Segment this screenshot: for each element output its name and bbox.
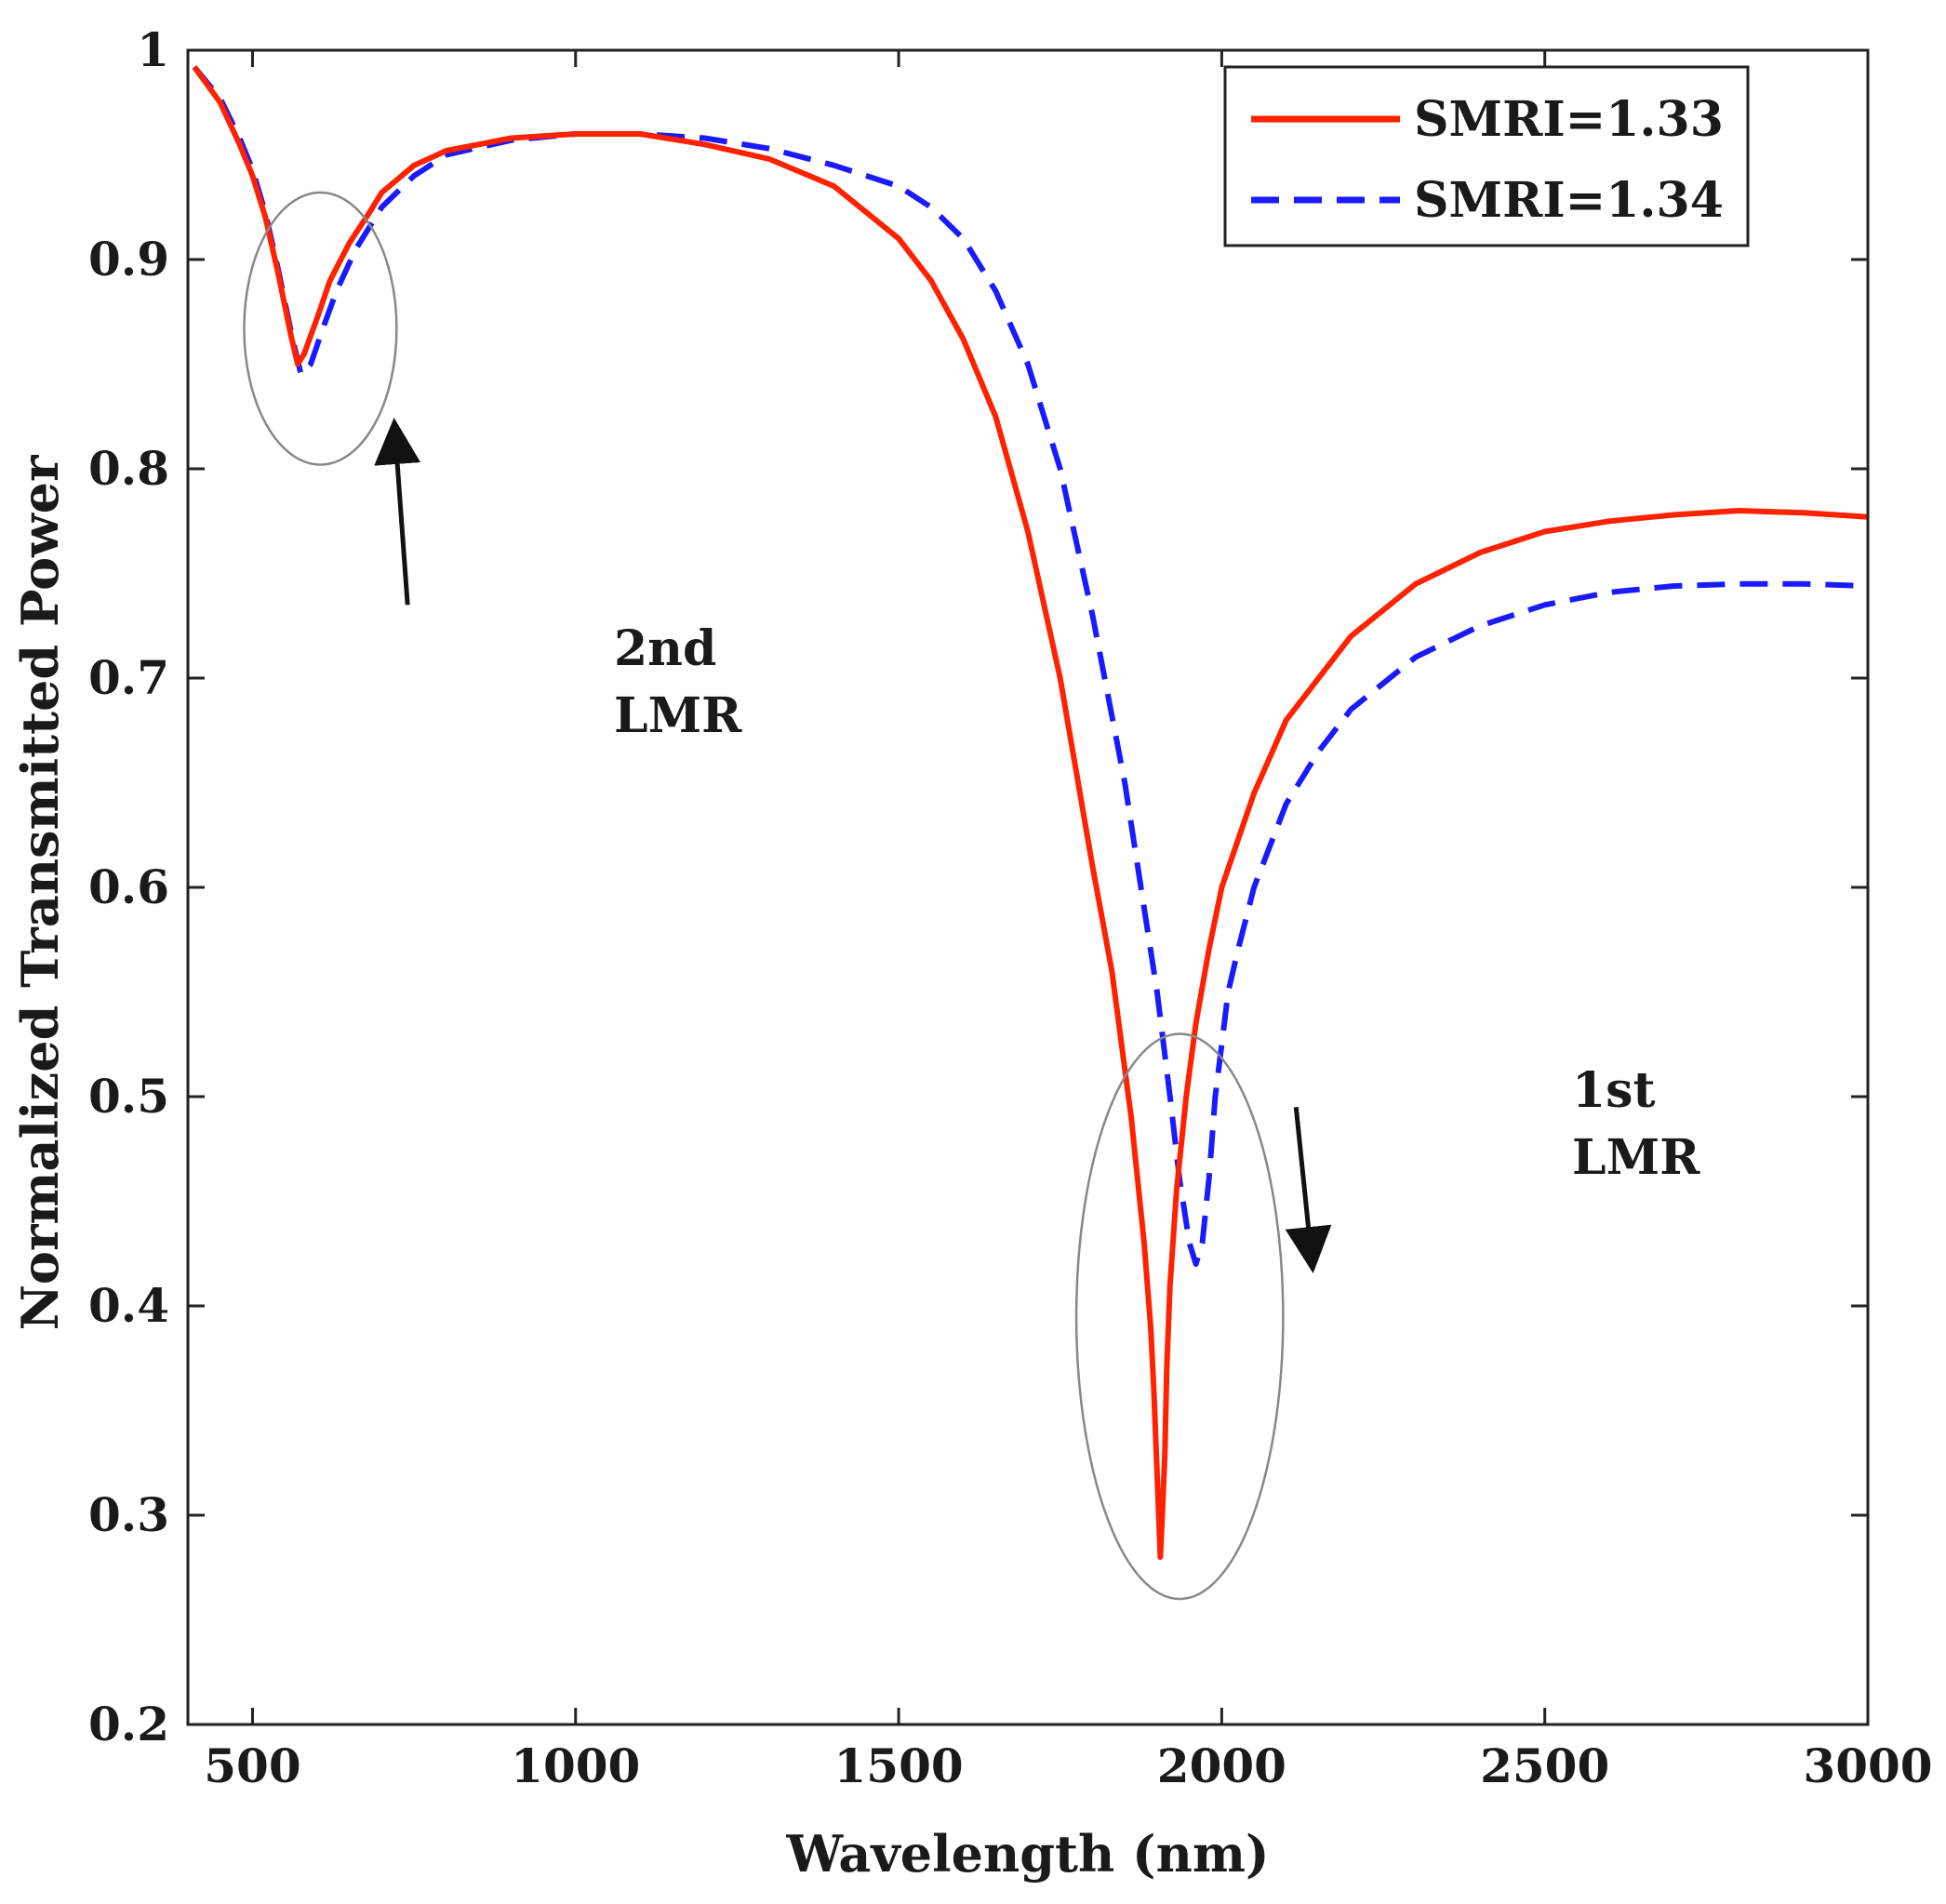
x-tick-label: 500 — [204, 1738, 300, 1793]
legend-box — [1223, 65, 1750, 247]
y-tick-label: 0.5 — [88, 1069, 169, 1124]
plot-background — [188, 50, 1868, 1724]
y-axis-title: Normalized Transmitted Power — [10, 455, 70, 1330]
plot-frame — [186, 48, 1870, 1726]
y-tick-label: 0.7 — [88, 650, 169, 705]
series-line-1 — [192, 65, 1869, 1560]
x-tick-label: 1000 — [511, 1738, 640, 1793]
annotation-arrow-1 — [374, 418, 421, 606]
legend-label-2: SMRI=1.34 — [1414, 172, 1724, 229]
legend: SMRI=1.33 SMRI=1.34 — [1223, 65, 1750, 247]
series-line-2 — [192, 65, 1869, 1267]
x-tick-label: 2000 — [1157, 1738, 1286, 1793]
y-tick-label: 0.2 — [88, 1697, 169, 1751]
annotation-text-1-line-1: 2nd — [614, 620, 716, 677]
y-tick-label: 0.9 — [88, 232, 169, 286]
x-tick-label: 3000 — [1803, 1738, 1932, 1793]
x-tick-label: 2500 — [1480, 1738, 1609, 1793]
annotation-text-2-line-2: LMR — [1572, 1129, 1700, 1186]
x-tick-label: 1500 — [833, 1738, 963, 1793]
annotation-ellipse-2 — [1074, 1032, 1285, 1601]
y-tick-label: 0.6 — [88, 859, 169, 914]
annotation-text-1-line-2: LMR — [614, 687, 742, 744]
annotation-text-2-line-1: 1st — [1572, 1062, 1655, 1119]
legend-label-1: SMRI=1.33 — [1414, 91, 1724, 148]
y-tick-label: 0.4 — [88, 1278, 169, 1333]
y-tick-label: 1 — [137, 22, 169, 77]
x-axis-title: Wavelength (nm) — [785, 1824, 1269, 1884]
y-tick-label: 0.3 — [88, 1487, 169, 1542]
y-tick-label: 0.8 — [88, 441, 169, 496]
annotation-arrow-2 — [1285, 1106, 1332, 1273]
annotation-ellipse-1 — [243, 191, 398, 466]
